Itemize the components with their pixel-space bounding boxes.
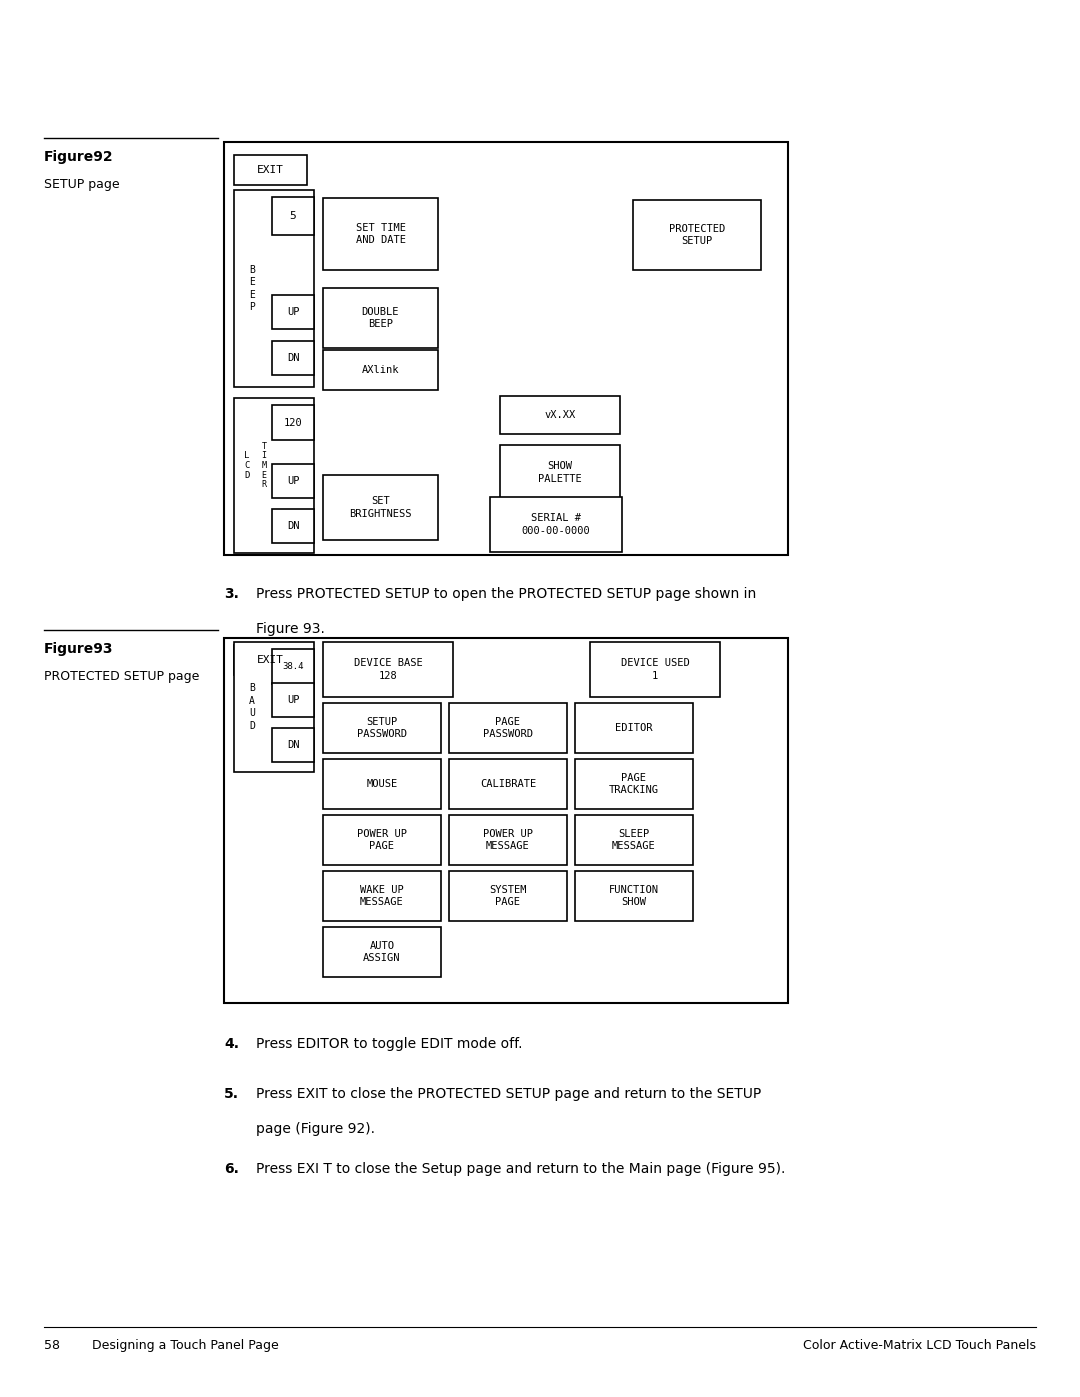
Bar <box>323 870 441 921</box>
Text: Figure92: Figure92 <box>44 149 113 163</box>
Text: UP: UP <box>287 307 299 317</box>
Text: 58        Designing a Touch Panel Page: 58 Designing a Touch Panel Page <box>44 1338 279 1352</box>
Bar <box>272 464 314 497</box>
Text: SET
BRIGHTNESS: SET BRIGHTNESS <box>349 496 411 518</box>
Bar <box>323 351 438 390</box>
Text: Press EXIT to close the PROTECTED SETUP page and return to the SETUP: Press EXIT to close the PROTECTED SETUP … <box>256 1087 761 1101</box>
Bar <box>633 200 761 270</box>
Text: DN: DN <box>287 353 299 363</box>
Bar <box>500 446 620 500</box>
Text: DN: DN <box>287 521 299 531</box>
Bar <box>323 814 441 865</box>
Text: 120: 120 <box>284 418 302 427</box>
Text: POWER UP
PAGE: POWER UP PAGE <box>357 828 407 851</box>
Bar <box>500 395 620 434</box>
Text: PROTECTED
SETUP: PROTECTED SETUP <box>669 224 725 246</box>
Bar <box>272 405 314 440</box>
Text: FUNCTION
SHOW: FUNCTION SHOW <box>609 884 659 907</box>
Bar <box>272 341 314 374</box>
Bar <box>272 683 314 717</box>
Bar <box>224 142 788 555</box>
Text: UP: UP <box>287 476 299 486</box>
Text: Press EDITOR to toggle EDIT mode off.: Press EDITOR to toggle EDIT mode off. <box>256 1037 523 1051</box>
Text: PROTECTED SETUP page: PROTECTED SETUP page <box>44 671 200 683</box>
Bar <box>449 759 567 809</box>
Bar <box>272 509 314 543</box>
Bar <box>323 475 438 541</box>
Bar <box>224 638 788 1003</box>
Text: EXIT: EXIT <box>257 655 284 665</box>
Text: SERIAL #
000-00-0000: SERIAL # 000-00-0000 <box>522 513 591 535</box>
Text: B
E
E
P: B E E P <box>249 265 255 312</box>
Text: SETUP
PASSWORD: SETUP PASSWORD <box>357 717 407 739</box>
Text: DEVICE USED
1: DEVICE USED 1 <box>621 658 689 680</box>
Text: EDITOR: EDITOR <box>616 724 652 733</box>
Bar <box>449 870 567 921</box>
Text: POWER UP
MESSAGE: POWER UP MESSAGE <box>483 828 534 851</box>
Bar <box>323 928 441 977</box>
Text: SETUP page: SETUP page <box>44 177 120 191</box>
Bar <box>575 814 693 865</box>
Text: 4.: 4. <box>224 1037 239 1051</box>
Bar <box>449 814 567 865</box>
Text: PAGE
PASSWORD: PAGE PASSWORD <box>483 717 534 739</box>
Text: SHOW
PALETTE: SHOW PALETTE <box>538 461 582 483</box>
Bar <box>449 703 567 753</box>
Text: AXlink: AXlink <box>362 365 400 374</box>
Bar <box>272 295 314 330</box>
Bar <box>234 155 307 184</box>
Text: SYSTEM
PAGE: SYSTEM PAGE <box>489 884 527 907</box>
Bar <box>575 759 693 809</box>
Text: Color Active-Matrix LCD Touch Panels: Color Active-Matrix LCD Touch Panels <box>804 1338 1036 1352</box>
Text: page (Figure 92).: page (Figure 92). <box>256 1122 375 1136</box>
Bar <box>234 645 307 675</box>
Text: 5.: 5. <box>224 1087 239 1101</box>
Bar <box>272 728 314 761</box>
Bar <box>323 703 441 753</box>
Text: Figure93: Figure93 <box>44 643 113 657</box>
Bar <box>234 643 314 773</box>
Text: DOUBLE
BEEP: DOUBLE BEEP <box>362 307 400 330</box>
Text: B
A
U
D: B A U D <box>249 683 255 731</box>
Text: Press PROTECTED SETUP to open the PROTECTED SETUP page shown in: Press PROTECTED SETUP to open the PROTEC… <box>256 587 756 601</box>
Text: EXIT: EXIT <box>257 165 284 175</box>
Bar <box>234 190 314 387</box>
Bar <box>234 398 314 553</box>
Text: UP: UP <box>287 694 299 705</box>
Text: DEVICE BASE
128: DEVICE BASE 128 <box>353 658 422 680</box>
Bar <box>590 643 720 697</box>
Text: CALIBRATE: CALIBRATE <box>480 780 536 789</box>
Text: T
I
M
E
R: T I M E R <box>261 441 267 489</box>
Bar <box>272 197 314 235</box>
Text: MOUSE: MOUSE <box>366 780 397 789</box>
Text: L
C
D: L C D <box>244 451 249 481</box>
Text: Figure 93.: Figure 93. <box>256 622 325 636</box>
Bar <box>272 650 314 685</box>
Text: WAKE UP
MESSAGE: WAKE UP MESSAGE <box>360 884 404 907</box>
Bar <box>323 288 438 348</box>
Text: SLEEP
MESSAGE: SLEEP MESSAGE <box>612 828 656 851</box>
Text: vX.XX: vX.XX <box>544 409 576 420</box>
Text: 5: 5 <box>289 211 296 221</box>
Bar <box>575 870 693 921</box>
Text: SET TIME
AND DATE: SET TIME AND DATE <box>355 222 405 246</box>
Bar <box>490 497 622 552</box>
Bar <box>323 643 453 697</box>
Text: 6.: 6. <box>224 1162 239 1176</box>
Text: Press EXI T to close the Setup page and return to the Main page (Figure 95).: Press EXI T to close the Setup page and … <box>256 1162 785 1176</box>
Text: AUTO
ASSIGN: AUTO ASSIGN <box>363 940 401 963</box>
Text: 3.: 3. <box>224 587 239 601</box>
Text: PAGE
TRACKING: PAGE TRACKING <box>609 773 659 795</box>
Bar <box>323 198 438 270</box>
Text: 38.4: 38.4 <box>282 662 303 671</box>
Text: DN: DN <box>287 740 299 750</box>
Bar <box>323 759 441 809</box>
Bar <box>575 703 693 753</box>
